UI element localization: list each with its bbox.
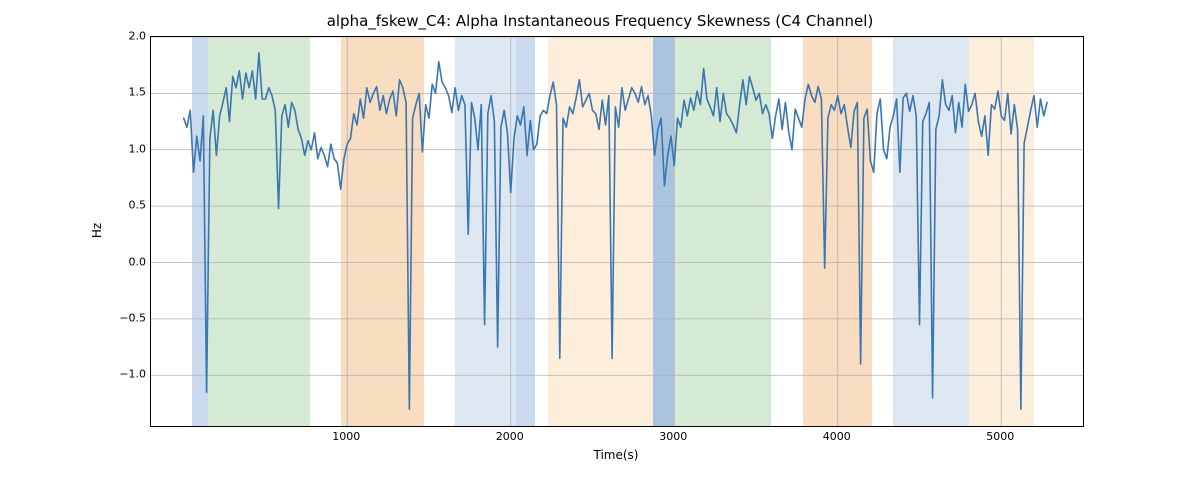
plot-svg: [151, 37, 1083, 426]
x-tick: 2000: [496, 430, 524, 443]
y-tick: −1.0: [119, 368, 146, 381]
plot-area: [150, 36, 1084, 427]
grid-layer: [151, 37, 1083, 426]
x-axis-label: Time(s): [150, 448, 1082, 462]
y-tick: 1.5: [129, 86, 147, 99]
chart-title: alpha_fskew_C4: Alpha Instantaneous Freq…: [0, 12, 1200, 30]
x-tick: 3000: [659, 430, 687, 443]
x-tick: 5000: [986, 430, 1014, 443]
x-tick: 1000: [332, 430, 360, 443]
y-tick: 0.0: [129, 255, 147, 268]
series-line: [184, 53, 1047, 409]
y-tick: 2.0: [129, 30, 147, 43]
y-tick: −0.5: [119, 311, 146, 324]
y-tick: 1.0: [129, 142, 147, 155]
x-tick: 4000: [823, 430, 851, 443]
figure: alpha_fskew_C4: Alpha Instantaneous Freq…: [0, 0, 1200, 500]
y-tick: 0.5: [129, 199, 147, 212]
y-axis-label: Hz: [90, 36, 110, 425]
